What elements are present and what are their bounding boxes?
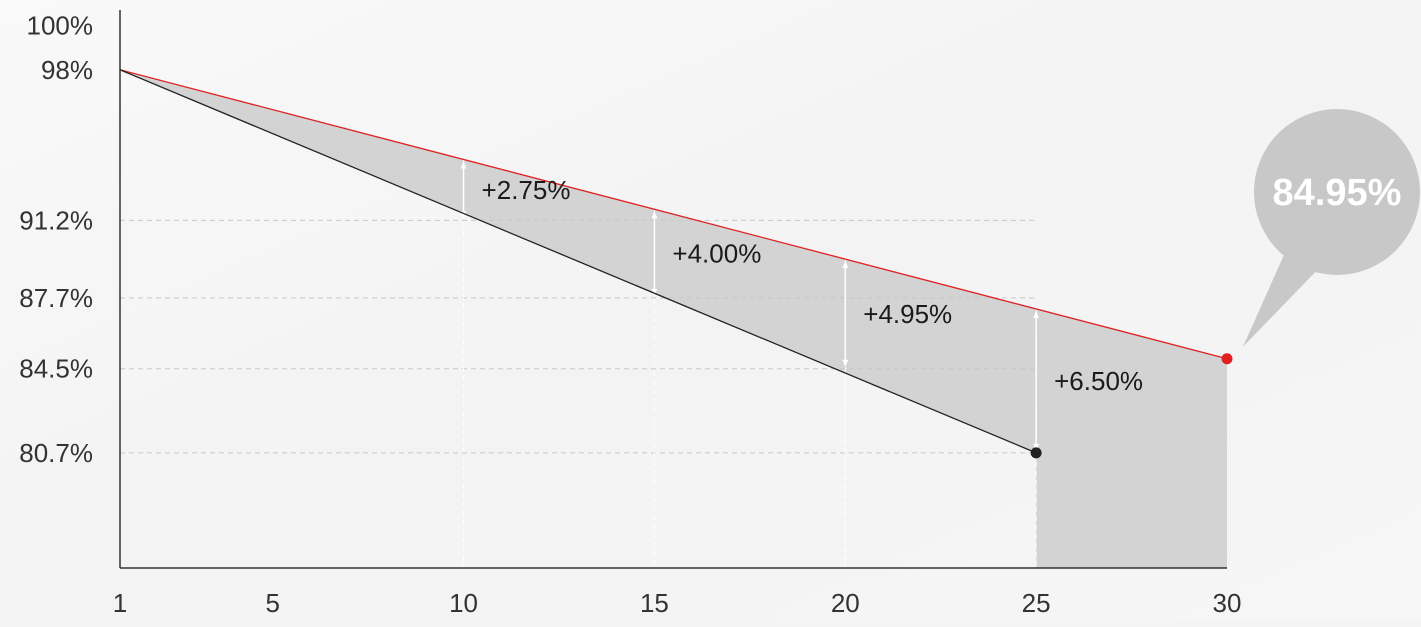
x-tick-label: 20 (831, 588, 860, 618)
difference-label: +4.00% (672, 239, 761, 269)
callout-label: 84.95% (1273, 172, 1402, 214)
y-tick-label: 91.2% (19, 205, 93, 235)
arrow-head-up (651, 211, 658, 219)
red-series-endpoint (1221, 353, 1233, 365)
series-line-red (119, 69, 1228, 360)
x-tick-label: 5 (265, 588, 279, 618)
x-tick-label: 1 (113, 588, 127, 618)
y-tick-label: 84.5% (19, 354, 93, 384)
x-tick-label: 15 (640, 588, 669, 618)
y-tick-label: 98% (41, 55, 93, 85)
arrow-head-down (651, 288, 658, 296)
x-tick-label: 25 (1022, 588, 1051, 618)
series-line-black (119, 69, 1037, 454)
y-tick-label: 80.7% (19, 438, 93, 468)
x-tick-label: 30 (1213, 588, 1242, 618)
arrow-head-up (842, 261, 849, 269)
callout-bubble (1254, 109, 1420, 275)
difference-label: +2.75% (482, 175, 571, 205)
black-series-endpoint (1030, 447, 1042, 459)
arrow-head-up (1033, 310, 1040, 318)
arrow-head-up (460, 161, 467, 169)
y-tick-label: 87.7% (19, 283, 93, 313)
gap-fill-area (120, 69, 1227, 569)
x-tick-label: 10 (449, 588, 478, 618)
arrow-head-down (842, 359, 849, 367)
difference-label: +6.50% (1054, 366, 1143, 396)
difference-label: +4.95% (863, 299, 952, 329)
y-tick-label: 100% (27, 11, 94, 41)
